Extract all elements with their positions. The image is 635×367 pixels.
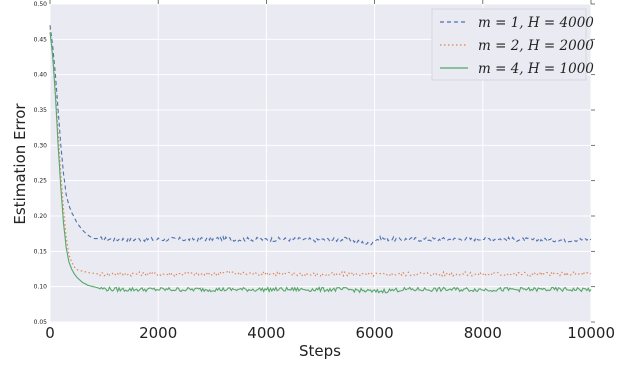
y-tick-label: 0.10 <box>34 284 48 291</box>
legend-entry-label: m = 4, H = 1000 <box>478 61 594 77</box>
y-axis-label: Estimation Error <box>11 103 29 225</box>
x-axis-label: Steps <box>299 342 341 360</box>
y-tick-label: 0.20 <box>34 213 48 220</box>
x-tick-label: 0 <box>45 324 55 342</box>
y-tick-label: 0.30 <box>34 142 48 149</box>
grid-lines <box>49 3 592 323</box>
legend: m = 1, H = 4000 m = 2, H = 2000 m = 4, H =… <box>431 8 594 81</box>
y-tick-label: 0.45 <box>34 36 48 43</box>
legend-entry-label: m = 1, H = 4000 <box>478 15 594 31</box>
y-axis-ticks: 0.05 0.10 0.15 0.20 0.25 0.30 0.35 0.40 0.45 0.50 <box>34 1 595 326</box>
y-tick-label: 0.25 <box>34 178 48 185</box>
series-line <box>49 32 592 294</box>
y-tick-label: 0.05 <box>34 319 48 326</box>
series-line <box>49 25 592 246</box>
series-line <box>49 28 592 278</box>
y-tick-label: 0.40 <box>34 72 48 79</box>
x-tick-label: 4000 <box>247 324 285 342</box>
y-tick-label: 0.15 <box>34 248 48 255</box>
x-tick-label: 10000 <box>567 324 615 342</box>
series-lines <box>49 25 592 294</box>
x-tick-label: 8000 <box>464 324 502 342</box>
x-axis-ticks: 0 2000 4000 6000 8000 10000 <box>45 0 615 342</box>
x-tick-label: 6000 <box>356 324 394 342</box>
y-tick-label: 0.50 <box>34 1 48 8</box>
y-tick-label: 0.35 <box>34 107 48 114</box>
legend-entry-label: m = 2, H = 2000 <box>478 38 594 54</box>
x-tick-label: 2000 <box>139 324 177 342</box>
